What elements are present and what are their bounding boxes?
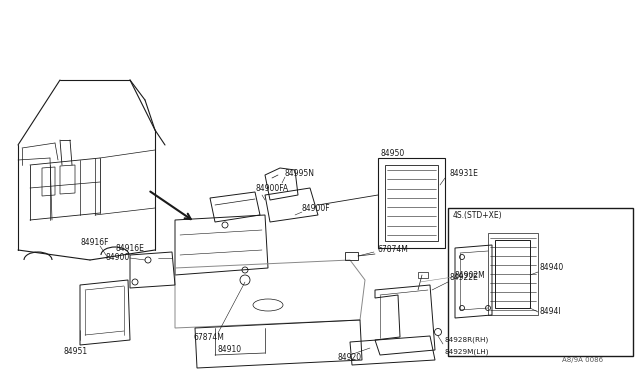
Text: 84940: 84940 — [540, 263, 564, 273]
Text: 84910: 84910 — [218, 346, 242, 355]
Text: 84951: 84951 — [63, 347, 87, 356]
Text: 84950: 84950 — [381, 148, 405, 157]
Text: 84900F: 84900F — [302, 203, 331, 212]
Text: 4S.(STD+XE): 4S.(STD+XE) — [453, 211, 502, 219]
Text: 8494l: 8494l — [540, 308, 562, 317]
Text: 84929M(LH): 84929M(LH) — [445, 349, 490, 355]
Text: A8/9A 0086: A8/9A 0086 — [562, 357, 603, 363]
Text: 84916E: 84916E — [115, 244, 144, 253]
Text: 84900FA: 84900FA — [255, 183, 288, 192]
Text: 84920: 84920 — [338, 353, 362, 362]
Text: 67874M: 67874M — [378, 244, 409, 253]
Text: 84916F: 84916F — [80, 237, 109, 247]
Text: 84995N: 84995N — [285, 169, 315, 177]
Text: 84902M: 84902M — [455, 270, 486, 279]
Text: 84922E: 84922E — [450, 273, 479, 282]
Text: 67874M: 67874M — [193, 334, 224, 343]
Text: 84900: 84900 — [105, 253, 129, 263]
Text: 84931E: 84931E — [450, 169, 479, 177]
Text: 84928R(RH): 84928R(RH) — [445, 337, 489, 343]
